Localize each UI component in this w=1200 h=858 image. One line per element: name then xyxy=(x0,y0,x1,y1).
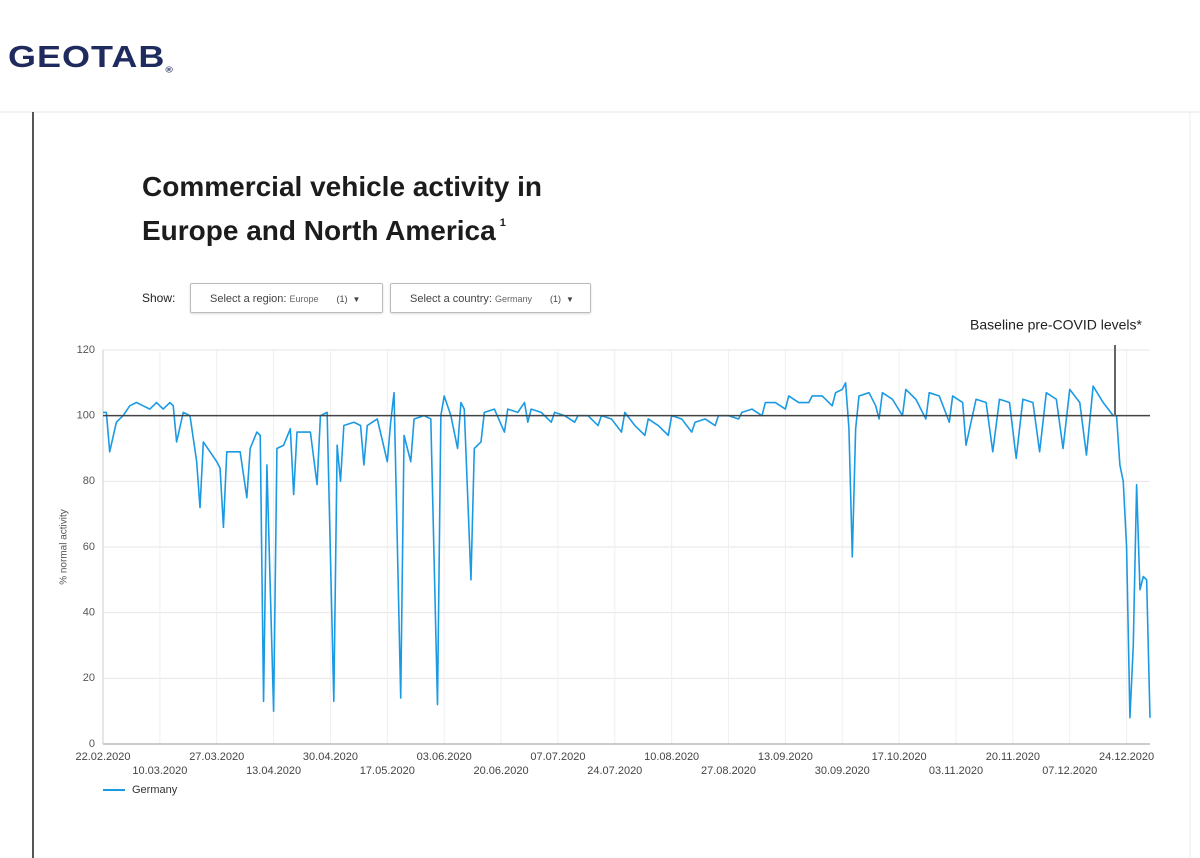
y-tick-label: 40 xyxy=(83,607,95,619)
x-tick-label: 13.04.2020 xyxy=(246,765,301,777)
x-tick-label: 03.11.2020 xyxy=(929,765,983,777)
y-tick-label: 60 xyxy=(83,541,95,553)
x-tick-label: 13.09.2020 xyxy=(758,751,813,763)
x-tick-label: 03.06.2020 xyxy=(417,751,472,763)
logo-mark: ® xyxy=(165,65,173,75)
y-tick-label: 120 xyxy=(77,344,95,356)
dropdown-label: Select a region: xyxy=(210,293,287,305)
region-dropdown[interactable]: Select a region: Europe (1) ▼ xyxy=(190,283,383,313)
chart-title: Commercial vehicle activity in Europe an… xyxy=(142,168,587,249)
show-label: Show: xyxy=(142,291,176,305)
logo-text: GEOTAB xyxy=(8,39,166,74)
x-tick-label: 30.04.2020 xyxy=(303,751,358,763)
title-note: 1 xyxy=(499,217,506,229)
y-tick-label: 0 xyxy=(89,738,95,750)
x-tick-label: 30.09.2020 xyxy=(815,765,870,777)
dropdown-arrow: ▼ xyxy=(565,295,574,304)
x-tick-label: 24.12.2020 xyxy=(1099,751,1154,763)
data-line xyxy=(103,382,1151,719)
country-dropdown[interactable]: Select a country: Germany (1) ▼ xyxy=(390,283,591,313)
x-tick-label: 07.07.2020 xyxy=(530,751,585,763)
dropdown-count: (1) xyxy=(549,294,561,304)
x-tick-label: 20.11.2020 xyxy=(986,751,1040,763)
x-tick-label: 07.12.2020 xyxy=(1042,765,1097,777)
x-tick-label: 17.05.2020 xyxy=(360,765,415,777)
legend-label: Germany xyxy=(132,784,178,796)
y-axis-label: % normal activity xyxy=(59,509,70,585)
dropdown-arrow: ▼ xyxy=(352,295,361,304)
x-tick-label: 27.08.2020 xyxy=(701,765,756,777)
baseline-label: Baseline pre-COVID levels* xyxy=(970,317,1143,333)
x-tick-label: 17.10.2020 xyxy=(872,751,927,763)
logo: GEOTAB® xyxy=(8,39,173,75)
title-text: Commercial vehicle activity in Europe an… xyxy=(142,171,542,246)
x-tick-label: 22.02.2020 xyxy=(75,751,130,763)
y-tick-label: 80 xyxy=(83,475,95,487)
dropdown-value: Europe xyxy=(289,294,319,304)
dropdown-count: (1) xyxy=(336,294,348,304)
x-tick-label: 10.08.2020 xyxy=(644,751,699,763)
y-tick-label: 100 xyxy=(77,410,95,422)
dropdown-value: Germany xyxy=(494,294,532,304)
x-tick-label: 20.06.2020 xyxy=(474,765,529,777)
x-tick-label: 10.03.2020 xyxy=(132,765,187,777)
x-tick-label: 27.03.2020 xyxy=(189,751,244,763)
x-tick-label: 24.07.2020 xyxy=(587,765,642,777)
dropdown-label: Select a country: xyxy=(410,293,492,305)
y-tick-label: 20 xyxy=(83,672,95,684)
